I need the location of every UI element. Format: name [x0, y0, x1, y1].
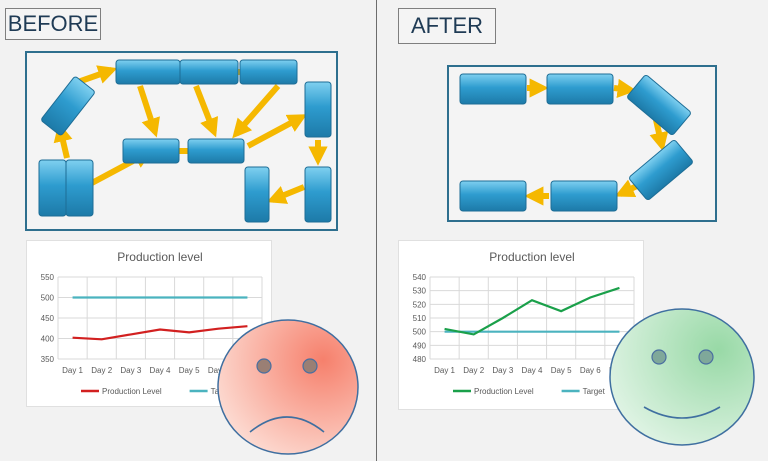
x-tick-label: Day 3 — [492, 366, 513, 375]
y-tick-label: 480 — [413, 355, 427, 364]
y-tick-label: 550 — [41, 273, 55, 282]
y-tick-label: 400 — [41, 335, 55, 344]
x-tick-label: Day 2 — [463, 366, 484, 375]
flow-arrow — [266, 184, 306, 204]
process-block — [550, 180, 618, 212]
flow-arrow — [77, 65, 118, 85]
x-tick-label: Day 5 — [551, 366, 572, 375]
process-block — [459, 73, 527, 105]
process-block — [546, 73, 614, 105]
before-process-blocks — [38, 59, 332, 223]
before-title: BEFORE — [5, 8, 101, 40]
sad-face-left-eye — [256, 358, 272, 374]
after-process-diagram — [459, 73, 693, 212]
sad-face-right-eye — [302, 358, 318, 374]
flow-arrow — [232, 84, 281, 139]
after-process-blocks — [459, 73, 693, 212]
after-title: AFTER — [398, 8, 496, 44]
chart-title: Production level — [489, 250, 574, 264]
series-line-production-level — [72, 325, 248, 341]
x-tick-label: Day 2 — [91, 366, 112, 375]
legend-label: Production Level — [474, 387, 534, 396]
flow-arrow — [137, 85, 160, 138]
sad-face-head — [217, 319, 359, 455]
y-tick-label: 500 — [413, 328, 427, 337]
x-tick-label: Day 5 — [179, 366, 200, 375]
x-tick-label: Day 6 — [208, 366, 229, 375]
center-divider — [376, 0, 377, 461]
y-tick-label: 500 — [41, 294, 55, 303]
x-tick-label: Day 1 — [62, 366, 83, 375]
process-block — [629, 139, 693, 201]
x-tick-label: Day 4 — [150, 366, 171, 375]
process-block — [627, 74, 691, 136]
after-flow-arrows — [524, 78, 669, 206]
x-tick-label: Day 4 — [522, 366, 543, 375]
legend-label: Target — [583, 387, 606, 396]
sad-face — [217, 319, 359, 455]
x-tick-label: Day 1 — [434, 366, 455, 375]
y-tick-label: 490 — [413, 341, 427, 350]
flow-arrow — [613, 78, 637, 98]
x-tick-label: Day 6 — [580, 366, 601, 375]
before-process-diagram — [38, 59, 332, 223]
process-block — [179, 59, 239, 85]
after-chart-card — [398, 240, 644, 410]
process-block — [122, 138, 180, 164]
process-block — [65, 159, 94, 217]
flow-arrow — [649, 119, 669, 152]
y-tick-label: 520 — [413, 300, 427, 309]
series-line-production-level — [444, 286, 620, 336]
sad-face-mouth — [249, 416, 325, 433]
process-block — [38, 159, 67, 217]
flow-arrow — [614, 179, 639, 197]
flow-arrow — [193, 84, 219, 138]
happy-face-mouth — [643, 406, 721, 419]
flow-arrow — [246, 114, 308, 149]
y-tick-label: 540 — [413, 273, 427, 282]
happy-face-left-eye — [651, 349, 667, 365]
chart-title: Production level — [117, 250, 202, 264]
y-tick-label: 530 — [413, 287, 427, 296]
process-block — [239, 59, 298, 85]
process-block — [304, 166, 332, 223]
y-tick-label: 510 — [413, 314, 427, 323]
before-flow-arrows — [53, 62, 328, 204]
process-block — [244, 166, 270, 223]
process-block — [304, 81, 332, 138]
happy-face-right-eye — [698, 349, 714, 365]
y-tick-label: 350 — [41, 355, 55, 364]
process-block — [41, 76, 95, 136]
legend-label: Production Level — [102, 387, 162, 396]
process-block — [115, 59, 181, 85]
happy-face-head — [609, 308, 755, 446]
after-chart: Production level 480 490 500 510 520 530 540 Day… — [413, 250, 635, 396]
happy-face — [609, 308, 755, 446]
process-block — [459, 180, 527, 212]
process-block — [187, 138, 245, 164]
x-tick-label: Day 3 — [120, 366, 141, 375]
y-tick-label: 450 — [41, 314, 55, 323]
